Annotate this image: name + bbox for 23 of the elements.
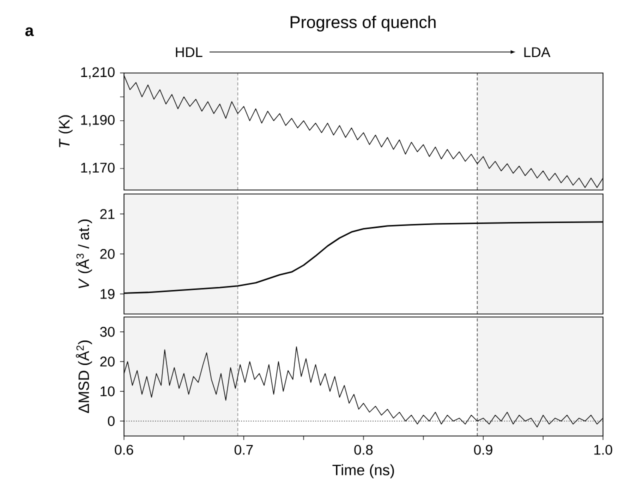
x-tick-label: 0.8 [354,444,373,455]
x-tick-label: 0.6 [114,444,134,455]
y-tick-label: 0 [108,416,115,426]
y-axis-title: T (K) [58,115,73,148]
x-tick-label: 1.0 [594,444,612,455]
chart-title: Progress of quench [290,16,436,32]
y-tick-label: 10 [100,386,115,396]
x-tick-label: 0.9 [474,444,492,455]
x-axis-title: Time (ns) [332,464,394,478]
text: a [25,27,34,36]
y-tick-label: 21 [100,209,114,219]
y-axis-title: ΔMSD (Å$^{2}$) [76,340,92,413]
y-tick-label: 1,190 [81,114,115,127]
text: LDA [524,47,550,57]
y-axis-title: V (Å$^{3}$ / at.) [76,220,92,288]
text: HDL [176,47,202,57]
y-tick-label: 1,170 [81,162,115,174]
x-tick-label: 0.7 [234,444,253,455]
y-tick-label: 19 [100,289,114,299]
y-tick-label: 20 [100,356,115,367]
y-tick-label: 20 [100,249,115,259]
y-tick-label: 1,210 [81,67,115,79]
y-tick-label: 30 [100,326,115,337]
